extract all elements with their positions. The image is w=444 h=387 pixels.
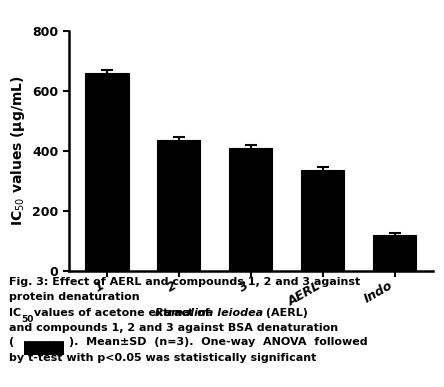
Text: by t-test with p<0.05 was statistically significant: by t-test with p<0.05 was statistically … [9,353,316,363]
Text: Ramalina leiodea: Ramalina leiodea [155,308,263,318]
Bar [373,235,416,271]
Text: (AERL): (AERL) [262,308,308,318]
Bar [301,170,345,271]
Text: IC: IC [9,308,21,318]
Text: values of acetone extract of: values of acetone extract of [30,308,214,318]
Bar [157,140,201,271]
Text: (: ( [9,337,14,348]
Text: ).  Mean±SD  (n=3).  One-way  ANOVA  followed: ). Mean±SD (n=3). One-way ANOVA followed [69,337,368,348]
Text: 50: 50 [21,315,33,324]
Text: and compounds 1, 2 and 3 against BSA denaturation: and compounds 1, 2 and 3 against BSA den… [9,323,338,333]
Bar [85,73,129,271]
Bar [229,148,273,271]
Y-axis label: IC$_{50}$ values (μg/mL): IC$_{50}$ values (μg/mL) [8,75,27,226]
Text: Fig. 3: Effect of AERL and compounds 1, 2 and 3 against: Fig. 3: Effect of AERL and compounds 1, … [9,277,360,287]
Text: protein denaturation: protein denaturation [9,292,139,302]
